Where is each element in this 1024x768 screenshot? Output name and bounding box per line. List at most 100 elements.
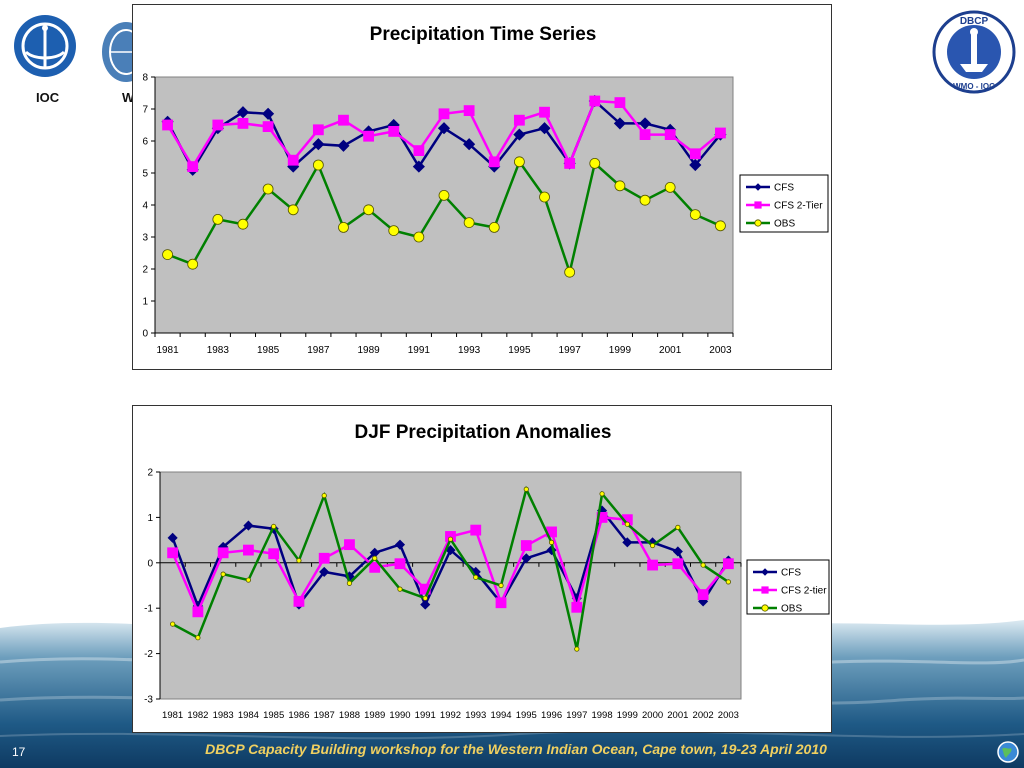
chart-2-legend: CFS CFS 2-tier OBS bbox=[746, 559, 830, 615]
chart-2-point-obs bbox=[245, 577, 252, 583]
chart-2-point-obs bbox=[675, 524, 681, 530]
chart-2-point-obs bbox=[447, 536, 454, 542]
chart-1-point-cfs-2-tier bbox=[187, 161, 199, 173]
wmo-label: W bbox=[122, 90, 135, 105]
chart-1-legend-marker bbox=[754, 219, 762, 227]
chart-1-point-obs bbox=[539, 191, 550, 203]
chart-1-series-cfs-2-tier bbox=[162, 95, 726, 173]
chart-2-x-tick-label: 1982 bbox=[187, 710, 208, 721]
chart-2-point-cfs-2-tier bbox=[394, 558, 406, 570]
chart-2-x-tick-label: 2001 bbox=[667, 710, 688, 721]
dbcp-logo: DBCP WMO - IOC bbox=[932, 10, 1016, 94]
chart-2-point-cfs bbox=[622, 537, 633, 548]
chart-1-point-obs bbox=[187, 258, 199, 270]
chart-2-point-cfs-2-tier bbox=[217, 547, 229, 559]
chart-2-point-obs bbox=[296, 557, 302, 564]
chart-1-point-obs bbox=[589, 157, 601, 169]
chart-1-y-tick-label: 0 bbox=[142, 329, 148, 340]
chart-2-point-obs bbox=[700, 562, 706, 568]
chart-1-point-obs bbox=[564, 266, 576, 278]
chart-1-x-tick-label: 1987 bbox=[307, 345, 330, 356]
chart-2-point-cfs-2-tier bbox=[192, 606, 204, 618]
chart-2-x-tick-label: 1983 bbox=[213, 710, 234, 721]
chart-2-point-obs bbox=[725, 579, 731, 585]
chart-1-point-obs bbox=[614, 180, 626, 192]
precipitation-time-series-chart: Precipitation Time Series 0 1 2 3 4 5 6 7 8 1981 19… bbox=[132, 4, 832, 370]
chart-2-point-cfs bbox=[167, 532, 178, 543]
chart-1-point-obs bbox=[338, 221, 349, 233]
chart-1-plot-area bbox=[154, 76, 734, 334]
chart-2-point-obs bbox=[372, 555, 378, 561]
chart-2-point-obs bbox=[321, 493, 327, 499]
chart-1-point-cfs-2-tier bbox=[539, 106, 550, 118]
chart-2-x-tick-label: 1999 bbox=[617, 710, 638, 721]
chart-2-x-tick-label: 1981 bbox=[162, 710, 183, 721]
chart-2-x-tick-label: 1991 bbox=[415, 710, 436, 721]
globe-icon bbox=[997, 741, 1019, 763]
chart-2-x-tick-label: 1987 bbox=[314, 710, 335, 721]
chart-2-point-cfs-2-tier bbox=[318, 552, 330, 564]
chart-1-point-obs bbox=[363, 204, 375, 216]
chart-1-point-cfs bbox=[538, 122, 551, 135]
chart-2-point-cfs-2-tier bbox=[268, 548, 280, 560]
chart-2-point-obs bbox=[397, 586, 403, 592]
chart-2-legend-marker bbox=[761, 568, 769, 576]
chart-2-point-cfs-2-tier bbox=[369, 561, 381, 573]
chart-2-title: DJF Precipitation Anomalies bbox=[355, 422, 612, 443]
chart-2-x-tick-label: 1989 bbox=[364, 710, 385, 721]
chart-1-point-cfs-2-tier bbox=[513, 114, 525, 126]
chart-2-legend-label: CFS bbox=[781, 568, 801, 579]
chart-1-point-obs bbox=[513, 156, 525, 168]
chart-1-point-obs bbox=[664, 181, 676, 193]
chart-2-point-cfs-2-tier bbox=[520, 540, 532, 551]
chart-1-x-tick-label: 1993 bbox=[458, 345, 481, 356]
chart-1-point-obs bbox=[438, 189, 450, 201]
chart-1-point-cfs bbox=[613, 117, 626, 130]
chart-2-svg: DJF Precipitation Anomalies -3 -2 -1 0 1 2 1981… bbox=[144, 422, 830, 721]
chart-2-point-obs bbox=[624, 521, 630, 527]
chart-2-point-obs bbox=[271, 523, 277, 530]
chart-1-legend-marker bbox=[754, 201, 762, 209]
chart-2-point-cfs bbox=[420, 599, 431, 610]
chart-2-point-cfs-2-tier bbox=[495, 597, 507, 609]
chart-2-y-tick-label: -3 bbox=[144, 695, 153, 706]
chart-1-point-obs bbox=[463, 217, 475, 229]
chart-2-y-tick-label: 0 bbox=[147, 558, 153, 569]
chart-1-point-obs bbox=[413, 231, 425, 243]
chart-1-point-cfs bbox=[463, 138, 476, 151]
chart-2-point-obs bbox=[422, 595, 428, 601]
chart-1-point-cfs-2-tier bbox=[564, 157, 576, 169]
chart-2-legend-label: CFS 2-tier bbox=[781, 586, 827, 597]
chart-1-point-cfs-2-tier bbox=[413, 145, 425, 157]
chart-2-point-obs bbox=[498, 582, 504, 589]
chart-2-point-cfs-2-tier bbox=[722, 558, 734, 570]
chart-1-point-cfs-2-tier bbox=[589, 95, 601, 107]
chart-2-point-obs bbox=[195, 635, 201, 641]
chart-1-point-cfs bbox=[337, 139, 350, 152]
chart-1-y-tick-label: 6 bbox=[142, 137, 148, 148]
chart-1-point-obs bbox=[388, 225, 400, 237]
chart-1-x-tick-label: 1991 bbox=[408, 345, 431, 356]
chart-1-point-obs bbox=[488, 221, 500, 233]
chart-2-x-tick-label: 1997 bbox=[566, 710, 587, 721]
ioc-logo bbox=[14, 15, 76, 77]
chart-2-x-tick-label: 2003 bbox=[718, 710, 739, 721]
chart-2-point-obs bbox=[649, 542, 656, 549]
djf-precipitation-anomalies-chart: DJF Precipitation Anomalies -3 -2 -1 0 1 2 1981… bbox=[132, 405, 832, 733]
chart-2-legend-box bbox=[746, 559, 830, 615]
chart-1-point-obs bbox=[639, 194, 651, 206]
chart-1-legend-label: OBS bbox=[774, 219, 795, 230]
chart-1-x-tick-label: 1995 bbox=[508, 345, 531, 356]
chart-2-x-tick-label: 2002 bbox=[693, 710, 714, 721]
dbcp-bottom-text: WMO - IOC bbox=[953, 82, 995, 91]
chart-1-legend: CFS CFS 2-Tier OBS bbox=[739, 174, 829, 233]
chart-1-point-cfs bbox=[236, 106, 250, 119]
chart-1-point-obs bbox=[237, 218, 249, 230]
chart-2-x-tick-label: 1995 bbox=[516, 710, 537, 721]
chart-2-x-tick-label: 1993 bbox=[465, 710, 486, 721]
chart-2-x-tick-label: 1986 bbox=[288, 710, 309, 721]
chart-1-point-obs bbox=[689, 209, 701, 221]
chart-1-x-tick-label: 1997 bbox=[559, 345, 582, 356]
chart-1-y-tick-label: 4 bbox=[142, 201, 148, 212]
chart-1-y-tick-label: 3 bbox=[142, 233, 148, 244]
